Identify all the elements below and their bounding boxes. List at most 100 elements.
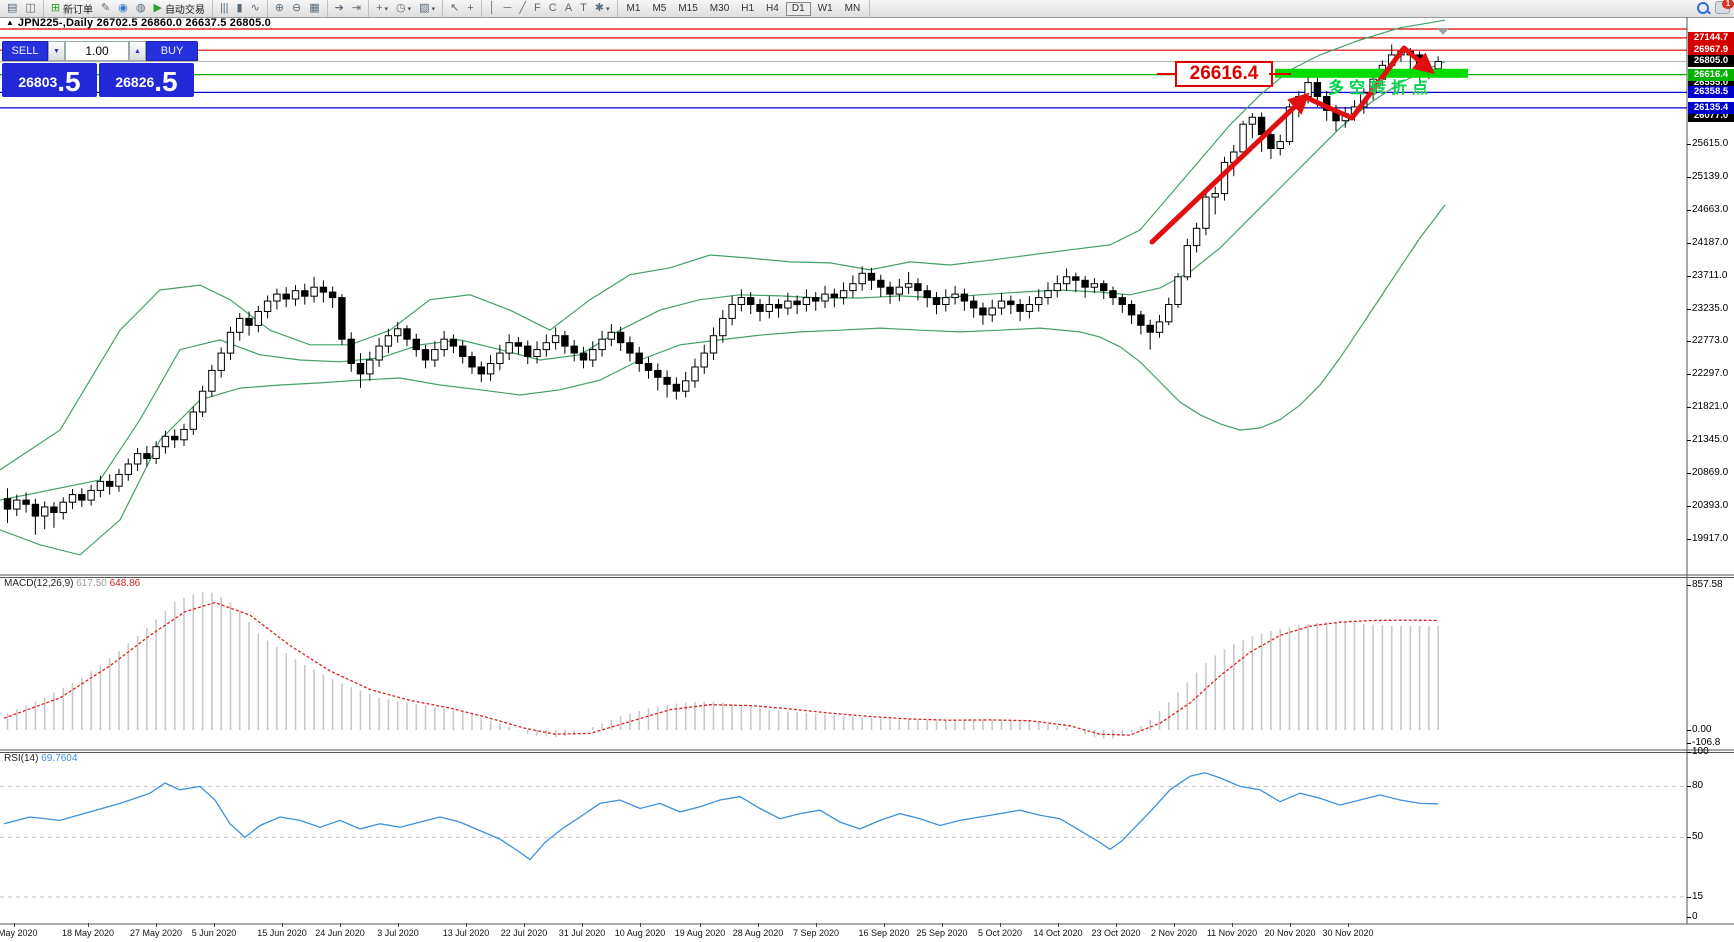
date-label: 23 Oct 2020 bbox=[1091, 928, 1141, 938]
trendline-icon: ╱ bbox=[519, 2, 527, 14]
sell-price: 26803 bbox=[18, 74, 58, 90]
chart-profiles-button[interactable]: ◫ bbox=[22, 1, 38, 16]
timeframe-h4-button[interactable]: H4 bbox=[766, 2, 779, 14]
timeframe-m30-button[interactable]: M30 bbox=[709, 2, 730, 14]
date-label: 14 Oct 2020 bbox=[1033, 928, 1083, 938]
crosshair-icon: + bbox=[467, 2, 474, 14]
date-tick bbox=[1348, 923, 1349, 927]
price-tick-label: 21345.0 bbox=[1692, 434, 1729, 445]
new-chart-button[interactable]: ▤ bbox=[4, 1, 20, 16]
templates-button[interactable]: ▧ ▾ bbox=[416, 1, 438, 16]
axis-tick bbox=[1687, 341, 1691, 342]
date-tick bbox=[582, 923, 583, 927]
sell-price-panel[interactable]: 26803 .5 bbox=[2, 63, 97, 97]
text-label-icon: T bbox=[580, 2, 587, 14]
trendline-button[interactable]: ╱ bbox=[516, 1, 529, 16]
timeframe-h1-button[interactable]: H1 bbox=[741, 2, 755, 14]
date-label: 7 Sep 2020 bbox=[792, 928, 840, 938]
rsi-value: 69.7604 bbox=[41, 753, 78, 764]
turning-point-annotation[interactable]: 多空转折点 bbox=[1328, 80, 1434, 97]
macd-indicator-label: MACD(12,26,9) 617.50 648.86 bbox=[4, 578, 140, 589]
price-level-label: 26616.4 bbox=[1688, 69, 1734, 81]
toolbar-group: ➔ ⇥ bbox=[328, 0, 370, 17]
price-level-label: 26805.0 bbox=[1688, 55, 1734, 67]
axis-tick bbox=[1687, 177, 1691, 178]
axis-tick bbox=[1687, 374, 1691, 375]
line-chart-button[interactable]: ∿ bbox=[248, 1, 263, 16]
vertical-line-button[interactable]: │ bbox=[486, 1, 499, 16]
date-label: 24 Jun 2020 bbox=[315, 928, 365, 938]
chat-icon[interactable]: 1 bbox=[1715, 0, 1734, 14]
zoom-out-button[interactable]: ⊖ bbox=[289, 1, 304, 16]
arrows-button[interactable]: ✱ ▾ bbox=[592, 1, 613, 16]
date-tick bbox=[282, 923, 283, 927]
buy-button[interactable]: BUY bbox=[146, 41, 198, 61]
text-button[interactable]: A bbox=[562, 1, 575, 16]
volume-input[interactable]: 1.00 bbox=[65, 41, 129, 61]
crosshair-button[interactable]: + bbox=[464, 1, 476, 16]
annotation-dash-right bbox=[1269, 73, 1291, 75]
date-tick bbox=[156, 923, 157, 927]
sell-button[interactable]: SELL bbox=[2, 41, 48, 61]
new-order-button[interactable]: ⊞ 新订单 bbox=[48, 1, 96, 16]
arrows-icon: ✱ bbox=[594, 2, 605, 14]
dropdown-caret-icon: ▾ bbox=[407, 5, 412, 13]
auto-scroll-icon: ➔ bbox=[334, 2, 344, 14]
toolbar-group: ↖ + bbox=[443, 0, 482, 17]
timeframe-w1-button[interactable]: W1 bbox=[817, 2, 833, 14]
signals-button[interactable]: ◍ bbox=[133, 1, 149, 16]
styler-button[interactable]: ✎ bbox=[98, 1, 113, 16]
autotrading-button[interactable]: ▶ 自动交易 bbox=[150, 1, 207, 16]
price-level-label: 26358.5 bbox=[1688, 86, 1734, 98]
auto-scroll-button[interactable]: ➔ bbox=[332, 1, 347, 16]
mql5-community-button[interactable]: ◉ bbox=[115, 1, 131, 16]
zoom-in-button[interactable]: ⊕ bbox=[272, 1, 287, 16]
timeframe-mn-button[interactable]: MN bbox=[844, 2, 861, 14]
timeframe-m15-button[interactable]: M15 bbox=[678, 2, 698, 14]
toolbar-group: │ ─ ╱ F C A T ✱ ▾ bbox=[482, 0, 618, 17]
periods-button[interactable]: ◷ ▾ bbox=[393, 1, 414, 16]
search-icon[interactable] bbox=[1697, 1, 1709, 14]
volume-decrease-button[interactable]: ▼ bbox=[48, 41, 65, 61]
horizontal-line-button[interactable]: ─ bbox=[501, 1, 515, 16]
price-level-label: 27144.7 bbox=[1688, 32, 1734, 44]
buy-price-panel[interactable]: 26826 .5 bbox=[99, 63, 194, 97]
price-level-annotation[interactable]: 26616.4 bbox=[1175, 61, 1273, 87]
date-tick bbox=[700, 923, 701, 927]
date-tick bbox=[340, 923, 341, 927]
toolbar-group: + ▾ ◷ ▾ ▧ ▾ bbox=[369, 0, 444, 17]
macd-name: MACD(12,26,9) bbox=[4, 578, 74, 589]
date-label: 16 Sep 2020 bbox=[858, 928, 910, 938]
date-label: 27 May 2020 bbox=[129, 928, 183, 938]
date-label: 11 Nov 2020 bbox=[1206, 928, 1258, 938]
macd-signal-value: 648.86 bbox=[109, 578, 141, 589]
new-chart-icon: ▤ bbox=[7, 2, 18, 14]
cursor-button[interactable]: ↖ bbox=[447, 1, 462, 16]
chart-title-bar: ▲ JPN225-,Daily 26702.5 26860.0 26637.5 … bbox=[0, 17, 1600, 29]
add-indicator-button[interactable]: + ▾ bbox=[373, 1, 391, 16]
volume-increase-button[interactable]: ▲ bbox=[129, 41, 146, 61]
axis-tick bbox=[1687, 585, 1691, 586]
price-level-label: 26967.9 bbox=[1688, 44, 1734, 56]
timeframe-m5-button[interactable]: M5 bbox=[652, 2, 667, 14]
axis-tick bbox=[1687, 440, 1691, 441]
timeframe-m1-button[interactable]: M1 bbox=[626, 2, 641, 14]
candlestick-chart-button[interactable]: ▮ bbox=[234, 1, 246, 16]
timeframe-d1-button[interactable]: D1 bbox=[785, 1, 811, 16]
fibonacci-icon: F bbox=[534, 2, 541, 14]
bar-chart-icon: ||| bbox=[219, 2, 229, 14]
fibonacci-button[interactable]: F bbox=[531, 1, 544, 16]
text-label-button[interactable]: T bbox=[577, 1, 590, 16]
date-tick bbox=[1290, 923, 1291, 927]
date-label: 31 Jul 2020 bbox=[558, 928, 606, 938]
price-tick-label: 21821.0 bbox=[1692, 401, 1729, 412]
date-label: 2 Nov 2020 bbox=[1150, 928, 1198, 938]
chart-shift-button[interactable]: ⇥ bbox=[349, 1, 364, 16]
date-label: 25 Sep 2020 bbox=[916, 928, 968, 938]
price-tick-label: 20393.0 bbox=[1692, 500, 1729, 511]
bar-chart-button[interactable]: ||| bbox=[217, 1, 232, 16]
tile-windows-button[interactable]: ▦ bbox=[306, 1, 322, 16]
channels-button[interactable]: C bbox=[546, 1, 560, 16]
toolbar-group: ⊞ 新订单 ✎ ◉ ◍ ▶ 自动交易 bbox=[44, 0, 213, 17]
